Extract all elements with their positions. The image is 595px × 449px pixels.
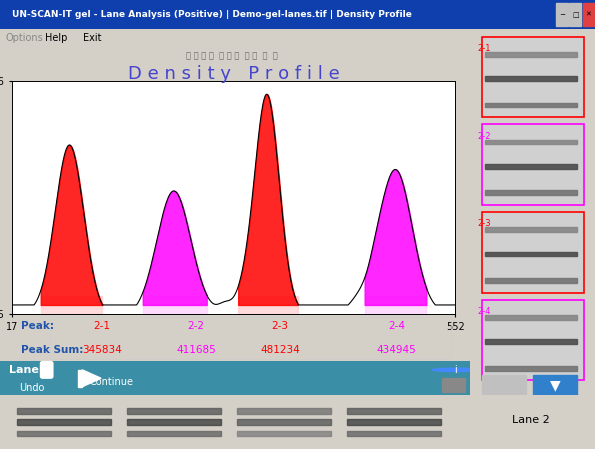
- Text: 2-4: 2-4: [478, 307, 491, 316]
- Text: ─: ─: [560, 12, 565, 18]
- Bar: [483, 375, 527, 395]
- Text: Continue: Continue: [89, 377, 133, 387]
- Bar: [17, 431, 111, 436]
- Bar: [442, 378, 465, 392]
- Text: ✕: ✕: [585, 12, 591, 18]
- Text: 2-4: 2-4: [388, 321, 405, 331]
- Bar: [483, 300, 584, 380]
- Bar: [485, 140, 577, 145]
- Polygon shape: [82, 370, 101, 387]
- Text: UN-SCAN-IT gel - Lane Analysis (Positive) | Demo-gel-lanes.tif | Density Profile: UN-SCAN-IT gel - Lane Analysis (Positive…: [12, 10, 412, 19]
- Text: ▼: ▼: [550, 378, 560, 392]
- Bar: [365, 295, 427, 314]
- Bar: [485, 366, 577, 371]
- Text: Help: Help: [45, 33, 67, 43]
- Bar: [485, 251, 577, 256]
- Bar: [237, 431, 331, 436]
- Text: 2-1: 2-1: [93, 321, 110, 331]
- Text: 481234: 481234: [261, 345, 300, 355]
- Bar: [237, 419, 331, 425]
- Bar: [17, 419, 111, 425]
- Text: D e n s i t y   P r o f i l e: D e n s i t y P r o f i l e: [128, 65, 339, 83]
- Bar: [485, 190, 577, 195]
- Bar: [485, 339, 577, 344]
- Bar: [77, 370, 82, 387]
- Text: 345834: 345834: [82, 345, 121, 355]
- Bar: [483, 36, 584, 117]
- Bar: [143, 295, 206, 314]
- Text: 2-1: 2-1: [478, 44, 491, 53]
- Bar: [483, 36, 584, 117]
- Bar: [40, 295, 102, 314]
- Circle shape: [433, 368, 480, 372]
- Text: i: i: [455, 365, 458, 375]
- Bar: [483, 124, 584, 205]
- Text: 411685: 411685: [176, 345, 216, 355]
- Text: 2-3: 2-3: [478, 220, 491, 229]
- Bar: [483, 124, 584, 205]
- Bar: [347, 419, 441, 425]
- Bar: [556, 3, 568, 26]
- Bar: [485, 278, 577, 283]
- Text: Options: Options: [6, 33, 43, 43]
- Bar: [485, 76, 577, 81]
- Bar: [127, 431, 221, 436]
- Text: ⬛ 🖫 ⬛ 🖫  ⬜ ⬜ ⬛  🔍 ⬛  📐  ❓: ⬛ 🖫 ⬛ 🖫 ⬜ ⬜ ⬛ 🔍 ⬛ 📐 ❓: [186, 52, 278, 61]
- Text: 434945: 434945: [377, 345, 416, 355]
- Bar: [583, 3, 594, 26]
- Bar: [237, 408, 331, 414]
- Text: Lane 2: Lane 2: [512, 415, 550, 425]
- Text: □: □: [572, 12, 579, 18]
- Bar: [347, 408, 441, 414]
- Bar: [238, 295, 298, 314]
- Bar: [533, 375, 577, 395]
- Bar: [485, 102, 577, 107]
- Bar: [485, 315, 577, 320]
- Bar: [17, 408, 111, 414]
- Text: 2: 2: [42, 363, 51, 376]
- Bar: [485, 164, 577, 169]
- Bar: [483, 212, 584, 293]
- Text: Lane:: Lane:: [10, 365, 44, 375]
- Bar: [347, 431, 441, 436]
- Bar: [127, 419, 221, 425]
- Text: Undo: Undo: [19, 383, 44, 393]
- Text: 2-2: 2-2: [187, 321, 205, 331]
- Text: 2-3: 2-3: [272, 321, 289, 331]
- Bar: [485, 228, 577, 232]
- Bar: [483, 212, 584, 293]
- Bar: [569, 3, 581, 26]
- Bar: [485, 52, 577, 57]
- Text: Peak Sum:: Peak Sum:: [21, 345, 83, 355]
- Text: Exit: Exit: [83, 33, 102, 43]
- Bar: [483, 300, 584, 380]
- Bar: [127, 408, 221, 414]
- Text: 2-2: 2-2: [478, 132, 491, 141]
- Text: Peak:: Peak:: [21, 321, 54, 331]
